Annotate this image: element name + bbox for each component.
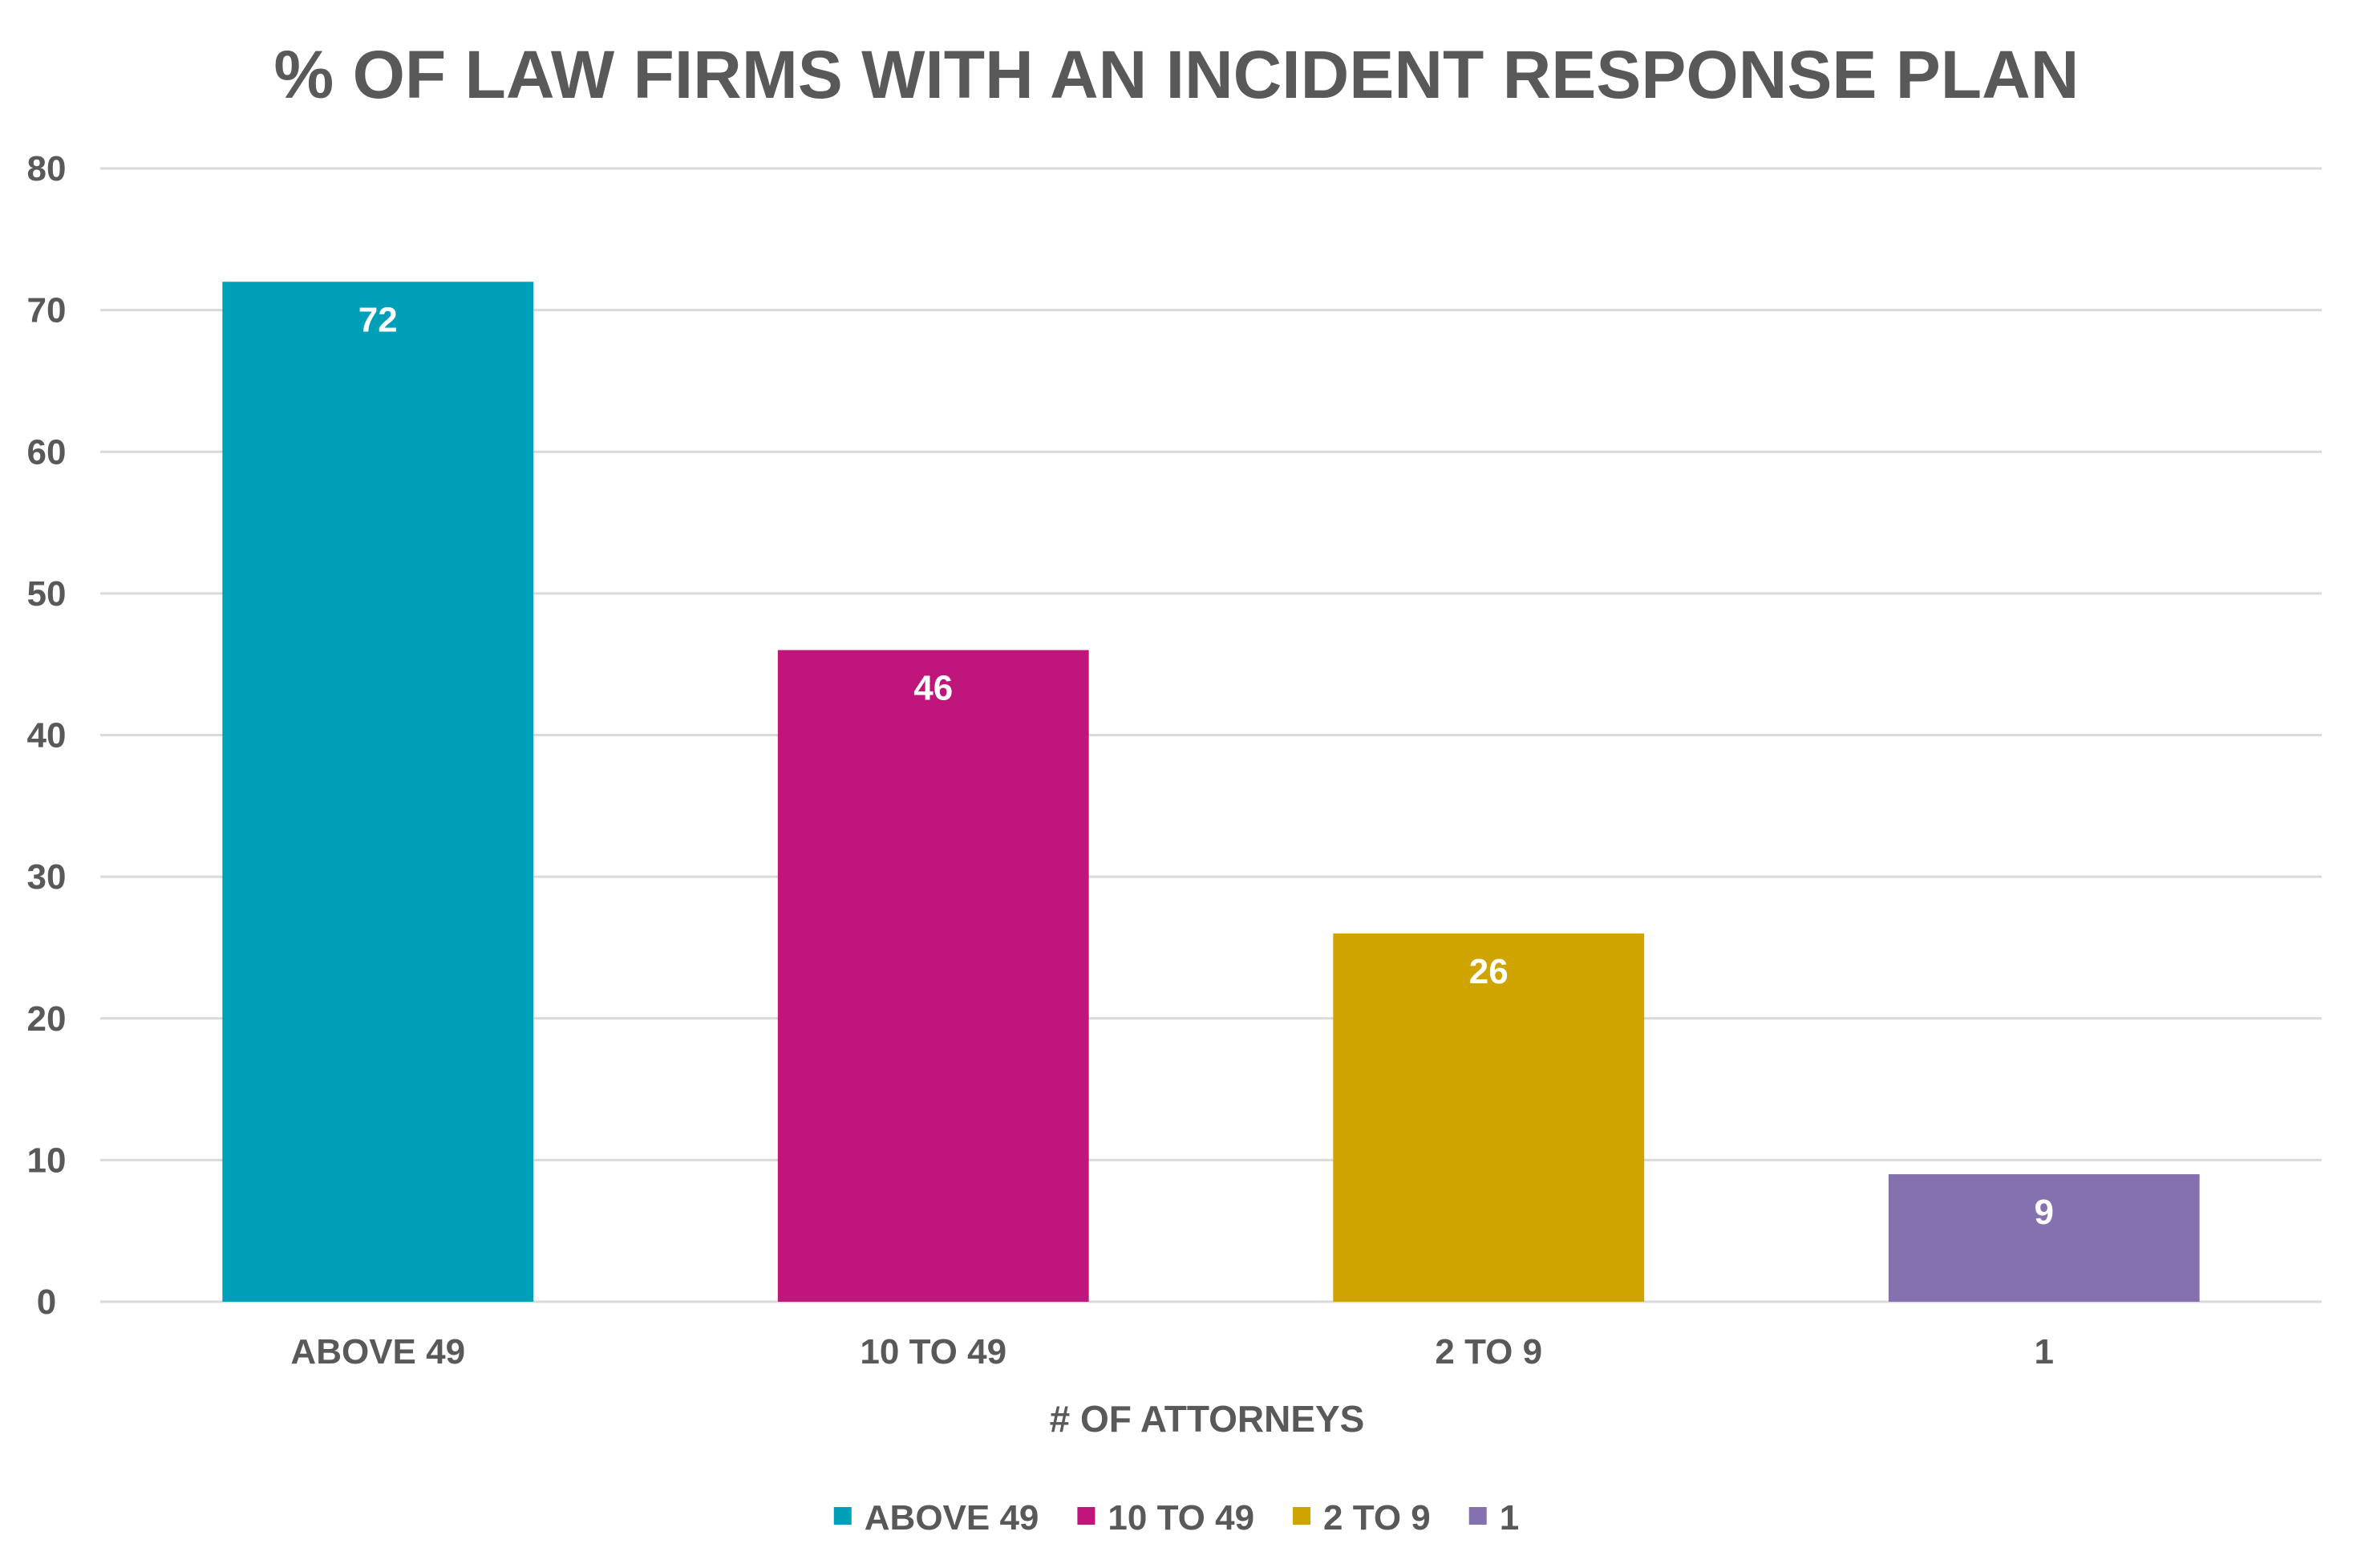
legend-label: ABOVE 49 (865, 1498, 1039, 1538)
y-tick-label: 0 (37, 1282, 56, 1322)
bar-value-label: 9 (2035, 1193, 2054, 1232)
x-category-label: 1 (2035, 1332, 2054, 1371)
bar-value-label: 72 (358, 300, 398, 339)
x-category-label: 10 TO 49 (860, 1332, 1006, 1371)
bar-value-label: 26 (1469, 952, 1509, 991)
legend-label: 10 TO 49 (1108, 1498, 1254, 1538)
x-category-label: 2 TO 9 (1435, 1332, 1542, 1371)
legend-item: 1 (1468, 1498, 1519, 1538)
x-axis-title: # OF ATTORNEYS (1050, 1398, 1365, 1440)
chart-title: % OF LAW FIRMS WITH AN INCIDENT RESPONSE… (274, 37, 2080, 112)
legend-label: 1 (1500, 1498, 1519, 1538)
y-axis-ticks: 0 10 20 30 40 50 60 70 80 (27, 149, 67, 1322)
legend-swatch (1293, 1507, 1311, 1525)
y-tick-label: 70 (27, 291, 67, 330)
legend-item: 2 TO 9 (1293, 1498, 1431, 1538)
x-category-label: ABOVE 49 (290, 1332, 465, 1371)
legend-swatch (1468, 1507, 1487, 1525)
y-tick-label: 30 (27, 857, 67, 897)
y-tick-label: 80 (27, 149, 67, 188)
legend-swatch (1077, 1507, 1096, 1525)
bar-10-to-49 (777, 650, 1089, 1302)
y-tick-label: 40 (27, 716, 67, 756)
legend: ABOVE 49 10 TO 49 2 TO 9 1 (833, 1498, 1519, 1538)
bar-2-to-9 (1333, 933, 1645, 1302)
legend-swatch (833, 1507, 852, 1525)
y-tick-label: 10 (27, 1141, 67, 1180)
y-tick-label: 20 (27, 999, 67, 1039)
bars (222, 282, 2200, 1302)
y-tick-label: 50 (27, 574, 67, 614)
y-tick-label: 60 (27, 432, 67, 472)
legend-item: ABOVE 49 (833, 1498, 1039, 1538)
legend-label: 2 TO 9 (1323, 1498, 1431, 1538)
bar-1 (1888, 1174, 2200, 1302)
bar-above-49 (222, 282, 534, 1302)
data-labels: 72 46 26 9 (358, 300, 2054, 1232)
x-axis-categories: ABOVE 49 10 TO 49 2 TO 9 1 (290, 1332, 2054, 1371)
bar-value-label: 46 (913, 669, 953, 708)
legend-item: 10 TO 49 (1077, 1498, 1254, 1538)
